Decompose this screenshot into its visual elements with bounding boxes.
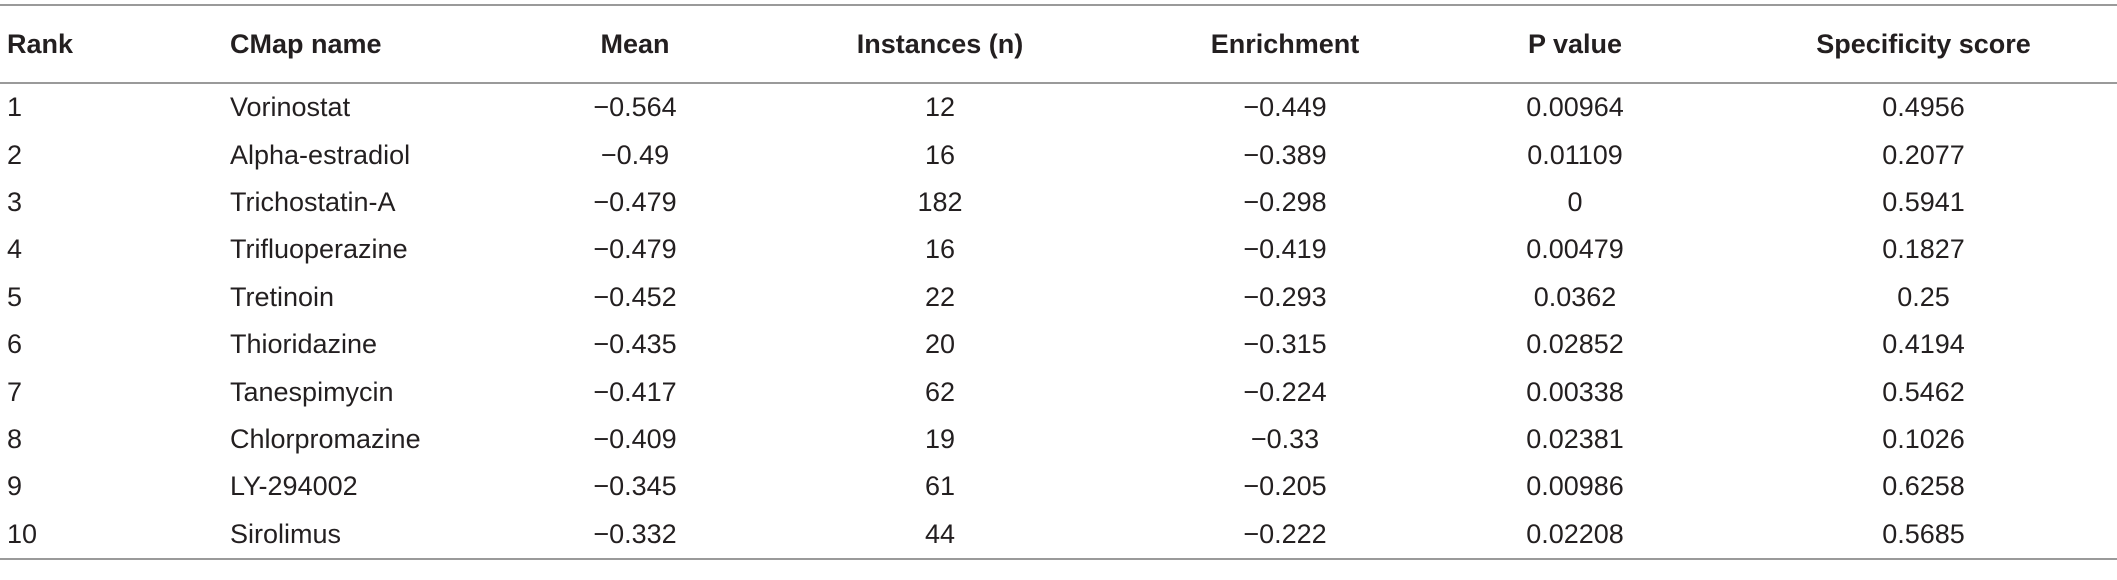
- cell-cmap-name: Alpha-estradiol: [230, 139, 411, 170]
- cell-rank: 2: [7, 139, 23, 170]
- table-row: 5 Tretinoin −0.452 22 −0.293 0.0362 0.25: [0, 274, 2117, 321]
- cell-mean: −0.479: [593, 186, 677, 217]
- cell-mean: −0.479: [593, 234, 677, 265]
- header-row: Rank CMap name Mean Instances (n) Enrich…: [0, 4, 2117, 84]
- table-row: 6 Thioridazine −0.435 20 −0.315 0.02852 0.4194: [0, 321, 2117, 368]
- cell-enrichment: −0.298: [1243, 186, 1327, 217]
- cell-rank: 3: [7, 186, 23, 217]
- cell-p-value: 0.0362: [1533, 281, 1617, 312]
- cell-mean: −0.435: [593, 329, 677, 360]
- cell-cmap-name: Trifluoperazine: [230, 234, 408, 265]
- cell-cmap-name: Tretinoin: [230, 281, 335, 312]
- cell-specificity-score: 0.25: [1897, 281, 1950, 312]
- cell-p-value: 0.00338: [1526, 376, 1624, 407]
- cell-rank: 9: [7, 471, 23, 502]
- cell-cmap-name: LY-294002: [230, 471, 358, 502]
- cell-rank: 8: [7, 423, 23, 454]
- cell-mean: −0.345: [593, 471, 677, 502]
- cell-mean: −0.409: [593, 423, 677, 454]
- table-row: 2 Alpha-estradiol −0.49 16 −0.389 0.01109 0.20…: [0, 131, 2117, 178]
- cell-cmap-name: Chlorpromazine: [230, 423, 421, 454]
- cell-p-value: 0.00964: [1526, 92, 1624, 123]
- cell-instances: 16: [924, 234, 956, 265]
- header-cmap-name: CMap name: [230, 4, 540, 84]
- header-p-value: P value: [1420, 4, 1730, 84]
- cell-instances: 62: [924, 376, 956, 407]
- cell-instances: 12: [924, 92, 956, 123]
- cell-mean: −0.49: [600, 139, 670, 170]
- cell-cmap-name: Thioridazine: [230, 329, 378, 360]
- table-row: 7 Tanespimycin −0.417 62 −0.224 0.00338 0.5462: [0, 368, 2117, 415]
- cell-p-value: 0.01109: [1527, 139, 1623, 170]
- cell-enrichment: −0.293: [1243, 281, 1327, 312]
- cell-specificity-score: 0.5462: [1882, 376, 1965, 407]
- table-body: 1 Vorinostat −0.564 12 −0.449 0.00964 0.4956 2 A…: [0, 83, 2117, 560]
- cell-mean: −0.332: [540, 510, 730, 560]
- cell-specificity-score: 0.6258: [1882, 471, 1965, 502]
- cell-rank: 4: [7, 234, 23, 265]
- cell-specificity-score: 0.1026: [1882, 423, 1965, 454]
- cell-rank: 1: [7, 92, 23, 123]
- cell-cmap-name: Tanespimycin: [230, 376, 394, 407]
- cell-instances: 44: [730, 510, 1150, 560]
- cell-cmap-name: Trichostatin-A: [230, 186, 396, 217]
- header-instances: Instances (n): [730, 4, 1150, 84]
- header-specificity-score: Specificity score: [1730, 4, 2117, 84]
- cell-p-value: 0.02381: [1526, 423, 1624, 454]
- cell-rank: 10: [0, 510, 230, 560]
- cell-instances: 22: [924, 281, 956, 312]
- cell-enrichment: −0.315: [1243, 329, 1327, 360]
- cell-rank: 5: [7, 281, 23, 312]
- cell-p-value: 0.02852: [1526, 329, 1624, 360]
- cell-instances: 19: [924, 423, 956, 454]
- cell-cmap-name: Sirolimus: [230, 510, 540, 560]
- cmap-results-table: Rank CMap name Mean Instances (n) Enrich…: [0, 4, 2117, 560]
- cell-enrichment: −0.205: [1243, 471, 1327, 502]
- cell-p-value: 0.00986: [1526, 471, 1624, 502]
- cell-p-value: 0.00479: [1526, 234, 1624, 265]
- table-row: 9 LY-294002 −0.345 61 −0.205 0.00986 0.6258: [0, 463, 2117, 510]
- cell-rank: 6: [7, 329, 23, 360]
- cell-rank: 7: [7, 376, 23, 407]
- cell-instances: 20: [924, 329, 956, 360]
- table-row: 3 Trichostatin-A −0.479 182 −0.298 0 0.5941: [0, 179, 2117, 226]
- cell-enrichment: −0.224: [1243, 376, 1327, 407]
- cell-mean: −0.417: [593, 376, 677, 407]
- cell-enrichment: −0.222: [1150, 510, 1420, 560]
- cell-specificity-score: 0.1827: [1882, 234, 1965, 265]
- cell-mean: −0.452: [593, 281, 677, 312]
- cell-specificity-score: 0.4956: [1882, 92, 1965, 123]
- cell-mean: −0.564: [593, 92, 677, 123]
- table-row: 10 Sirolimus −0.332 44 −0.222 0.02208 0.5685: [0, 510, 2117, 560]
- table-row: 4 Trifluoperazine −0.479 16 −0.419 0.00479 0.1…: [0, 226, 2117, 273]
- header-rank: Rank: [0, 4, 230, 84]
- cell-p-value: 0.02208: [1420, 510, 1730, 560]
- header-enrichment: Enrichment: [1150, 4, 1420, 84]
- cell-specificity-score: 0.4194: [1882, 329, 1965, 360]
- table-header: Rank CMap name Mean Instances (n) Enrich…: [0, 4, 2117, 84]
- cell-enrichment: −0.419: [1243, 234, 1327, 265]
- table-row: 8 Chlorpromazine −0.409 19 −0.33 0.02381 0.102…: [0, 416, 2117, 463]
- cell-p-value: 0: [1567, 186, 1583, 217]
- cell-enrichment: −0.389: [1243, 139, 1327, 170]
- cell-enrichment: −0.449: [1243, 92, 1327, 123]
- header-mean: Mean: [540, 4, 730, 84]
- cell-instances: 16: [924, 139, 956, 170]
- cell-cmap-name: Vorinostat: [230, 92, 351, 123]
- cell-enrichment: −0.33: [1250, 423, 1320, 454]
- cell-specificity-score: 0.5685: [1730, 510, 2117, 560]
- cell-specificity-score: 0.5941: [1882, 186, 1965, 217]
- cell-specificity-score: 0.2077: [1882, 139, 1965, 170]
- table-row: 1 Vorinostat −0.564 12 −0.449 0.00964 0.4956: [0, 83, 2117, 131]
- cell-instances: 61: [924, 471, 956, 502]
- cell-instances: 182: [917, 186, 963, 217]
